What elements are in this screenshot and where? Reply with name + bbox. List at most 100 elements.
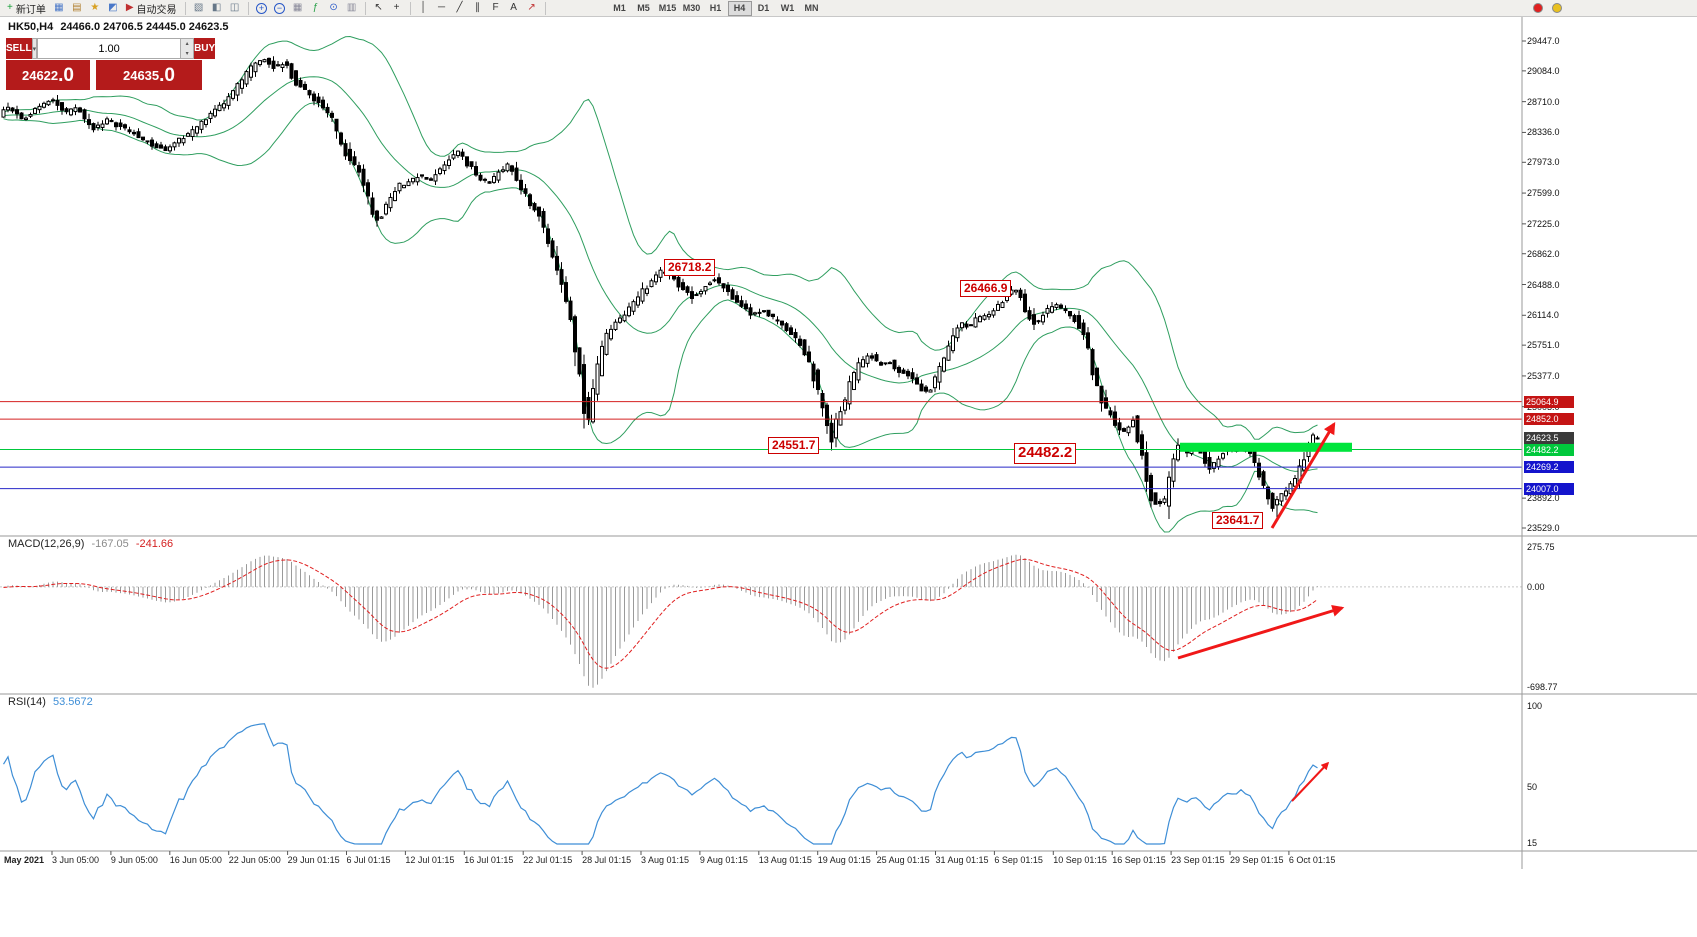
timeframe-h1-button[interactable]: H1	[709, 3, 722, 13]
tile-horizontal-icon[interactable]: ◧	[208, 1, 226, 16]
timeframe-m1-button[interactable]: M1	[613, 3, 626, 13]
trendline-icon[interactable]: ╱	[451, 1, 469, 16]
volume-stepper: ▴ ▾	[180, 39, 194, 58]
sell-price[interactable]: 24622.0	[6, 60, 90, 90]
price-tag: 24852.0	[1524, 413, 1574, 426]
channel-icon: ∥	[475, 2, 481, 13]
timeframe-d1-button[interactable]: D1	[757, 3, 770, 13]
toolbar-right-icons	[1533, 3, 1562, 13]
favorites-icon[interactable]: ★	[86, 1, 104, 16]
volume-stepper-down[interactable]: ▾	[181, 48, 194, 58]
macd-name: MACD(12,26,9)	[8, 538, 85, 550]
bollinger-lower-band[interactable]	[3, 102, 1318, 533]
auto-trading-button-label: 自动交易	[136, 4, 177, 16]
profiles-icon: ▤	[72, 2, 82, 13]
crosshair-icon[interactable]: +	[388, 1, 406, 16]
toolbar-separator	[184, 1, 186, 15]
toolbar-separator	[544, 1, 546, 15]
zoom-out-icon: −	[274, 2, 286, 14]
macd-value-main: -167.05	[91, 538, 129, 550]
price-axis-label: 23892.0	[1527, 493, 1560, 504]
chart-window-icon[interactable]: ▦	[50, 1, 68, 16]
trend-arrow-2[interactable]	[1177, 605, 1345, 660]
grid-icon: ▦	[292, 2, 303, 13]
timeframe-m30-button[interactable]: M30	[682, 3, 701, 13]
new-order-button[interactable]: + 新订单	[3, 1, 50, 16]
bollinger-upper-band[interactable]	[3, 36, 1318, 440]
price-axis-label: 28336.0	[1527, 127, 1560, 138]
price-axis-label: 23529.0	[1527, 523, 1560, 533]
bollinger-middle-band[interactable]	[3, 76, 1318, 472]
macd-label: MACD(12,26,9) -167.05 -241.66	[8, 538, 173, 550]
status-yellow-icon[interactable]	[1552, 3, 1562, 13]
time-axis-label: 22 Jul 01:15	[523, 855, 573, 865]
sell-button[interactable]: SELL	[6, 38, 32, 59]
buy-button[interactable]: BUY	[194, 38, 216, 59]
timeframe-h4-button[interactable]: H4	[727, 0, 752, 16]
toolbar-separator	[409, 1, 411, 15]
chart-window-icon: ▦	[54, 2, 64, 13]
volume-input[interactable]	[38, 39, 181, 58]
price-axis-label: 27599.0	[1527, 188, 1560, 199]
cascade-windows-icon[interactable]: ▧	[190, 1, 208, 16]
time-axis-label: 6 Sep 01:15	[994, 855, 1043, 865]
favorites-icon: ★	[90, 2, 100, 13]
support-zone-rect[interactable]	[1180, 442, 1352, 452]
tile-vertical-icon[interactable]: ◫	[226, 1, 244, 16]
order-type-dropdown[interactable]: ▾	[31, 38, 38, 59]
vertical-line-icon[interactable]: │	[415, 1, 433, 16]
time-axis-label: 16 Sep 01:15	[1112, 855, 1166, 865]
zoom-out-icon[interactable]: −	[271, 1, 289, 16]
profiles-icon[interactable]: ▤	[68, 1, 86, 16]
market-watch-icon[interactable]: ◩	[104, 1, 122, 16]
timeframe-m15-button[interactable]: M15	[658, 3, 677, 13]
zoom-in-icon[interactable]: +	[253, 1, 271, 16]
time-axis-label: 9 Aug 01:15	[699, 855, 748, 865]
one-click-trading-panel: SELL ▾ ▴ ▾ BUY 24622.0 24635.0	[6, 38, 216, 90]
time-axis-label: 28 Jul 01:15	[582, 855, 632, 865]
timeframe-w1-button[interactable]: W1	[780, 3, 795, 13]
price-callout[interactable]: 26466.9	[960, 280, 1012, 297]
price-callout[interactable]: 24551.7	[768, 437, 820, 454]
trendline-icon: ╱	[456, 2, 463, 13]
channel-icon[interactable]: ∥	[469, 1, 487, 16]
price-axis-label: 26488.0	[1527, 279, 1560, 290]
time-axis-label: 31 Aug 01:15	[935, 855, 989, 865]
price-callout[interactable]: 23641.7	[1212, 512, 1264, 529]
price-axis-label: 26114.0	[1527, 310, 1559, 321]
period-icon[interactable]: ⊙	[325, 1, 343, 16]
time-axis-label: 10 Sep 01:15	[1053, 855, 1107, 865]
sell-price-big: .0	[58, 64, 74, 86]
rsi-value: 53.5672	[52, 696, 93, 708]
volume-stepper-up[interactable]: ▴	[181, 39, 194, 49]
price-axis-label: 27225.0	[1527, 218, 1560, 229]
cursor-icon[interactable]: ↖	[370, 1, 388, 16]
horizontal-line-icon: ─	[438, 2, 446, 13]
timeframe-m5-button[interactable]: M5	[637, 3, 650, 13]
price-axis-label: 26862.0	[1527, 248, 1560, 259]
text-icon[interactable]: A	[505, 1, 523, 16]
price-callout[interactable]: 26718.2	[664, 259, 716, 276]
grid-icon[interactable]: ▦	[289, 1, 307, 16]
price-callout[interactable]: 24482.2	[1014, 443, 1077, 464]
auto-trading-button[interactable]: ▶ 自动交易	[122, 1, 181, 16]
trend-arrow-3[interactable]	[1291, 761, 1330, 802]
arrows-tool-icon[interactable]: ↗	[523, 1, 541, 16]
trend-arrow-1[interactable]	[1270, 421, 1336, 529]
templates-icon[interactable]: ▥	[343, 1, 361, 16]
vertical-line-icon: │	[420, 2, 427, 13]
price-axis-label: 29084.0	[1527, 65, 1560, 76]
arrows-tool-icon: ↗	[527, 2, 536, 13]
horizontal-line-icon[interactable]: ─	[433, 1, 451, 16]
timeframe-mn-button[interactable]: MN	[804, 3, 819, 13]
buy-price[interactable]: 24635.0	[96, 60, 202, 90]
time-axis-label: 16 Jun 05:00	[169, 855, 222, 865]
rsi-name: RSI(14)	[8, 696, 46, 708]
status-red-icon[interactable]	[1533, 3, 1543, 13]
indicators-icon[interactable]: ƒ	[307, 1, 325, 16]
time-axis-label: 29 Sep 01:15	[1230, 855, 1284, 865]
bollinger-bands[interactable]	[3, 36, 1318, 533]
macd-histogram	[3, 554, 1318, 688]
fibonacci-icon[interactable]: F	[487, 1, 505, 16]
